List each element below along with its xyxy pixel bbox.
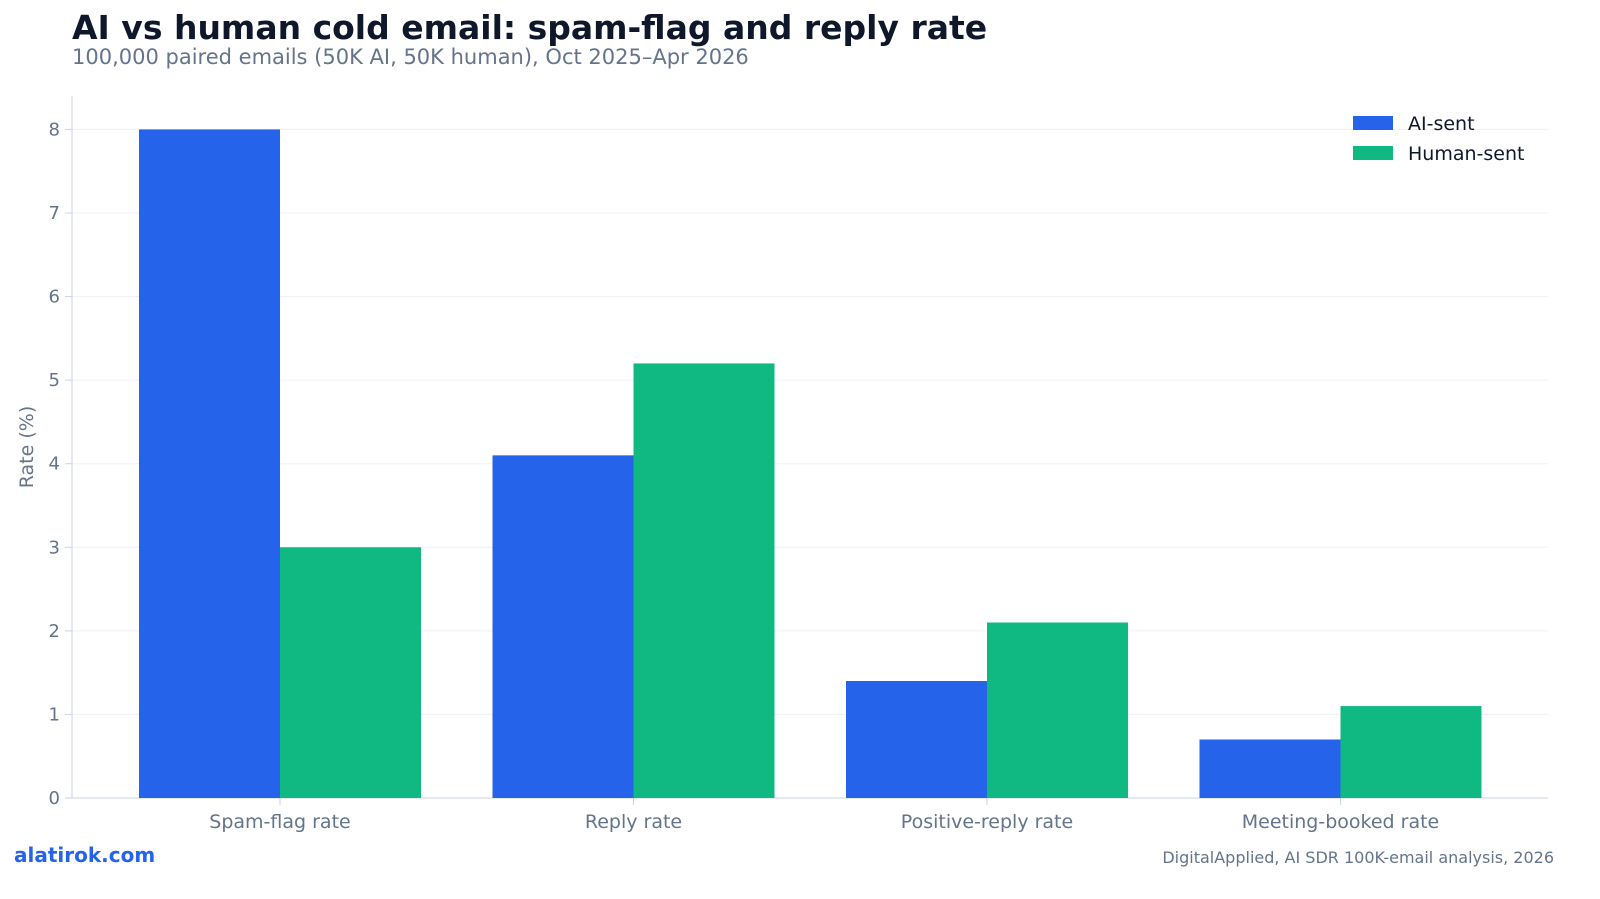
x-tick-label: Positive-reply rate (901, 811, 1073, 833)
x-tick-label: Spam-flag rate (209, 811, 350, 833)
source-note: DigitalApplied, AI SDR 100K-email analys… (1162, 848, 1554, 867)
y-tick-label: 7 (49, 203, 60, 224)
legend-label: AI-sent (1408, 113, 1475, 135)
bar-human-sent (633, 363, 775, 798)
bar-ai-sent (139, 129, 280, 798)
bar-human-sent (280, 547, 421, 798)
bar-ai-sent (846, 681, 987, 798)
x-tick-label: Reply rate (585, 811, 682, 833)
legend-swatch (1353, 116, 1393, 130)
y-axis-label: Rate (%) (16, 406, 38, 489)
bar-human-sent (1340, 706, 1482, 798)
y-tick-label: 1 (49, 704, 60, 725)
y-tick-label: 2 (49, 621, 60, 642)
bar-human-sent (987, 622, 1128, 798)
chart-subtitle: 100,000 paired emails (50K AI, 50K human… (72, 45, 749, 69)
y-tick-label: 4 (49, 454, 60, 475)
brand-link[interactable]: alatirok.com (14, 843, 156, 867)
y-tick-label: 0 (49, 788, 60, 809)
y-tick-label: 5 (49, 370, 60, 391)
y-tick-label: 3 (49, 537, 60, 558)
bar-ai-sent (1199, 739, 1341, 798)
legend-label: Human-sent (1408, 143, 1524, 165)
legend-swatch (1353, 146, 1393, 160)
chart-title: AI vs human cold email: spam-flag and re… (72, 8, 988, 47)
x-tick-label: Meeting-booked rate (1242, 811, 1439, 833)
y-tick-label: 8 (49, 119, 60, 140)
y-tick-label: 6 (49, 287, 60, 308)
bar-ai-sent (492, 455, 634, 798)
